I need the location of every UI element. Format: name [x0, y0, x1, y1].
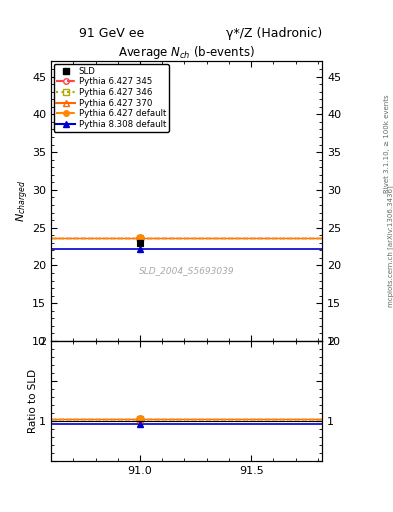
Y-axis label: Ratio to SLD: Ratio to SLD — [28, 369, 38, 433]
Text: 91 GeV ee: 91 GeV ee — [79, 27, 144, 40]
Title: Average $N_{ch}$ (b-events): Average $N_{ch}$ (b-events) — [118, 45, 255, 61]
Y-axis label: $N_{charged}$: $N_{charged}$ — [14, 180, 31, 222]
Text: Rivet 3.1.10, ≥ 100k events: Rivet 3.1.10, ≥ 100k events — [384, 94, 390, 193]
Text: mcplots.cern.ch [arXiv:1306.3436]: mcplots.cern.ch [arXiv:1306.3436] — [387, 185, 393, 307]
Text: γ*/Z (Hadronic): γ*/Z (Hadronic) — [226, 27, 322, 40]
Legend: SLD, Pythia 6.427 345, Pythia 6.427 346, Pythia 6.427 370, Pythia 6.427 default,: SLD, Pythia 6.427 345, Pythia 6.427 346,… — [54, 64, 169, 132]
Text: SLD_2004_S5693039: SLD_2004_S5693039 — [139, 267, 235, 275]
